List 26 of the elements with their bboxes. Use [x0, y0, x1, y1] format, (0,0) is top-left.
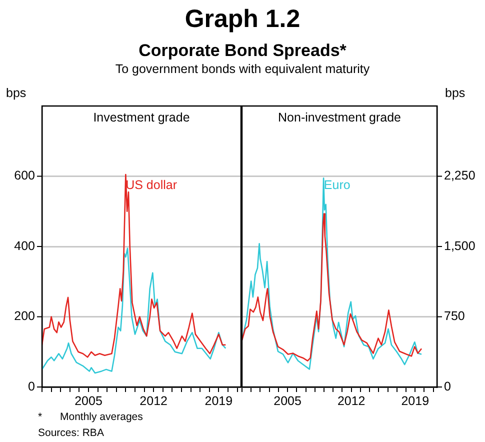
- text: To government bonds with equivalent maturity: [114, 62, 371, 77]
- x-tick-label: 2019: [204, 394, 233, 408]
- y-tick-label: 0: [28, 379, 36, 394]
- text: *: [38, 410, 44, 425]
- x-tick-label: 2005: [274, 394, 302, 408]
- x-tick-label: 2012: [140, 394, 168, 408]
- y-tick-label: 600: [14, 168, 36, 183]
- y-tick-label: 200: [14, 309, 36, 324]
- text: Graph 1.2: [184, 4, 302, 34]
- x-tick-label: 2005: [74, 394, 102, 408]
- text: Corporate Bond Spreads*: [138, 40, 348, 62]
- y-tick-label: 0: [444, 379, 451, 394]
- series-label: US dollar: [126, 178, 177, 192]
- y-axis-title: bps: [445, 86, 466, 100]
- source-note: Sources: RBA: [38, 426, 105, 441]
- y-tick-label: 2,250: [444, 168, 476, 183]
- y-axis-title: bps: [6, 86, 26, 100]
- chart-title: Non-investment grade: [278, 110, 402, 125]
- x-tick-label: 2019: [401, 394, 430, 408]
- text: Monthly averages: [60, 411, 143, 423]
- chart-title: Investment grade: [93, 110, 190, 125]
- y-tick-label: 750: [444, 309, 465, 324]
- series-label: Euro: [324, 178, 350, 192]
- x-tick-label: 2012: [337, 394, 366, 408]
- y-tick-label: 400: [14, 238, 36, 253]
- y-tick-label: 1,500: [444, 238, 476, 253]
